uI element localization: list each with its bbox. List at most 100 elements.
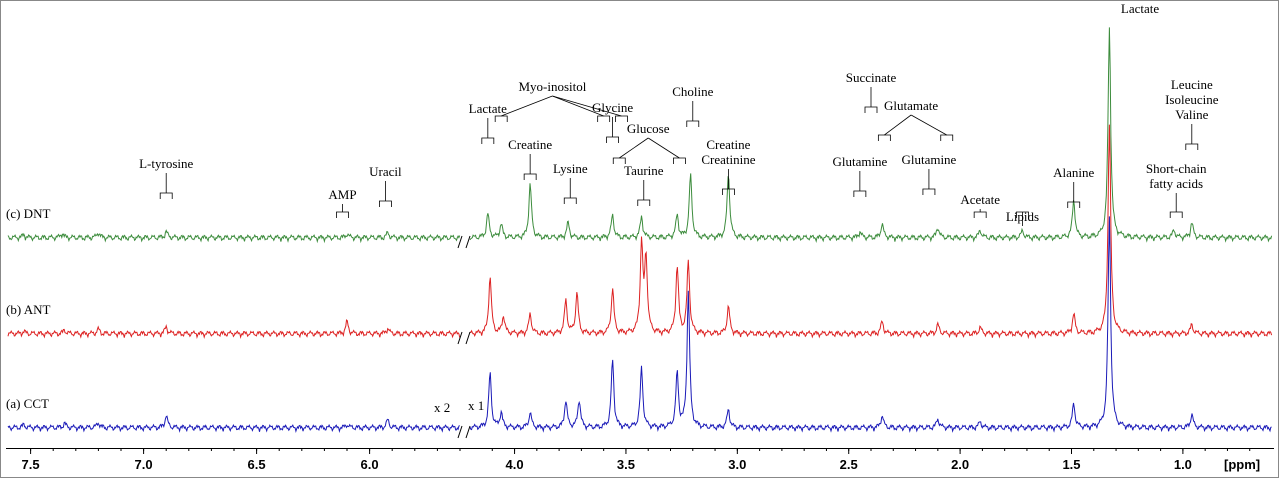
annotation-lipids: Lipids <box>1006 209 1039 226</box>
peak-bracket <box>637 199 651 206</box>
x-axis-title: [ppm] <box>1224 457 1260 472</box>
series-3 <box>7 216 1272 434</box>
annotation-label: Leucine <box>1171 77 1213 92</box>
peak-bracket <box>615 115 628 122</box>
x-axis-line <box>6 448 1274 449</box>
leader-line <box>910 114 947 136</box>
spectrum-trace-1-aliphatic <box>469 27 1273 243</box>
annotation-layer: L-tyrosine AMP Uracil Lactate Myo-inositol Cr… <box>139 1 1219 226</box>
annotation-label: Short-chain <box>1146 161 1207 176</box>
peak-bracket <box>940 134 954 141</box>
x-tick-label: 7.0 <box>135 457 153 472</box>
annotation-alanine: Alanine <box>1053 165 1095 208</box>
annotation-label: Lysine <box>553 161 588 176</box>
peak-bracket <box>853 190 867 197</box>
aliphatic-scale-label: x 1 <box>468 398 484 413</box>
peak-bracket <box>1169 211 1183 218</box>
axis-break-mark <box>457 331 463 345</box>
annotation-label: Creatine <box>508 137 552 152</box>
annotation-amp: AMP <box>328 187 357 218</box>
spectrum-trace-3-aliphatic <box>469 216 1272 433</box>
axis-break-mark <box>465 331 471 345</box>
annotation-label: Isoleucine <box>1165 92 1219 107</box>
annotation-glucose: Glucose <box>612 121 686 164</box>
leader-line <box>552 95 622 117</box>
peak-bracket <box>379 200 392 207</box>
x-tick-label: 3.5 <box>617 457 635 472</box>
spectrum-trace-2-aromatic <box>7 319 461 339</box>
annotation-label: AMP <box>328 187 356 202</box>
x-tick-label: 2.5 <box>840 457 858 472</box>
x-tick-label: 3.0 <box>728 457 746 472</box>
series-label: (a) CCT <box>6 396 49 411</box>
annotation-label: Alanine <box>1053 165 1094 180</box>
traces-layer <box>7 27 1273 439</box>
annotation-label: Uracil <box>369 164 402 179</box>
annotation-choline: Choline <box>672 84 714 127</box>
annotation-label: Glycine <box>592 100 633 115</box>
aromatic-scale-label: x 2 <box>434 400 450 415</box>
annotation-label: Creatine <box>706 137 750 152</box>
annotation-label: Lactate <box>469 101 507 116</box>
annotation-lactate: Lactate <box>469 101 507 144</box>
annotation-label: Choline <box>672 84 713 99</box>
annotation-label: Myo-inositol <box>518 79 586 94</box>
annotation-label: Glutamate <box>884 98 938 113</box>
annotation-label: Creatinine <box>701 152 755 167</box>
axis-break-mark <box>465 425 471 439</box>
annotation-myo-inositol: Myo-inositol <box>494 79 628 122</box>
peak-bracket <box>1016 211 1029 218</box>
annotation-label: Valine <box>1175 107 1208 122</box>
peak-bracket <box>722 188 735 195</box>
peak-bracket <box>523 173 537 180</box>
peak-bracket <box>1185 143 1199 150</box>
spectrum-trace-3-aromatic <box>7 415 460 434</box>
series-label: (b) ANT <box>6 302 50 317</box>
spectrum-trace-1-aromatic <box>7 229 461 244</box>
series-label: (c) DNT <box>6 206 50 221</box>
annotation-lactate: Lactate <box>1121 1 1159 16</box>
leader-line <box>552 95 604 117</box>
spectrum-trace-2-aliphatic <box>469 124 1273 340</box>
annotation-label: Acetate <box>960 192 1000 207</box>
x-tick-label: 4.0 <box>506 457 524 472</box>
annotation-label: Succinate <box>846 70 897 85</box>
leader-line <box>884 114 912 136</box>
peak-bracket <box>686 120 700 127</box>
annotation-label: Taurine <box>624 163 664 178</box>
annotation-label: fatty acids <box>1149 176 1203 191</box>
annotation-uracil: Uracil <box>369 164 402 207</box>
annotation-glycine: Glycine <box>592 100 633 143</box>
x-tick-label: 6.5 <box>248 457 266 472</box>
peak-bracket <box>673 157 686 164</box>
annotation-label: Lactate <box>1121 1 1159 16</box>
annotation-taurine: Taurine <box>624 163 664 206</box>
peak-bracket <box>597 115 611 122</box>
annotation-glutamine: Glutamine <box>901 152 957 195</box>
x-tick-label: 1.0 <box>1174 457 1192 472</box>
annotation-glutamine: Glutamine <box>832 154 888 197</box>
peak-bracket <box>612 157 626 164</box>
peak-bracket <box>877 134 891 141</box>
peak-bracket <box>159 192 173 199</box>
peak-bracket <box>922 188 936 195</box>
x-tick-label: 7.5 <box>22 457 40 472</box>
axis-break-mark <box>465 235 471 249</box>
annotation-label: Glutamine <box>901 152 956 167</box>
series-2 <box>7 124 1273 340</box>
peak-bracket <box>494 115 508 122</box>
axis-break-mark <box>457 425 463 439</box>
peak-bracket <box>336 211 349 218</box>
series-labels: (c) DNT (b) ANT (a) CCT <box>6 206 50 411</box>
leader-line <box>501 95 553 117</box>
x-tick-label: 2.0 <box>951 457 969 472</box>
series-1 <box>7 27 1273 244</box>
x-tick-label: 1.5 <box>1062 457 1080 472</box>
annotation-acetate: Acetate <box>960 192 1000 218</box>
